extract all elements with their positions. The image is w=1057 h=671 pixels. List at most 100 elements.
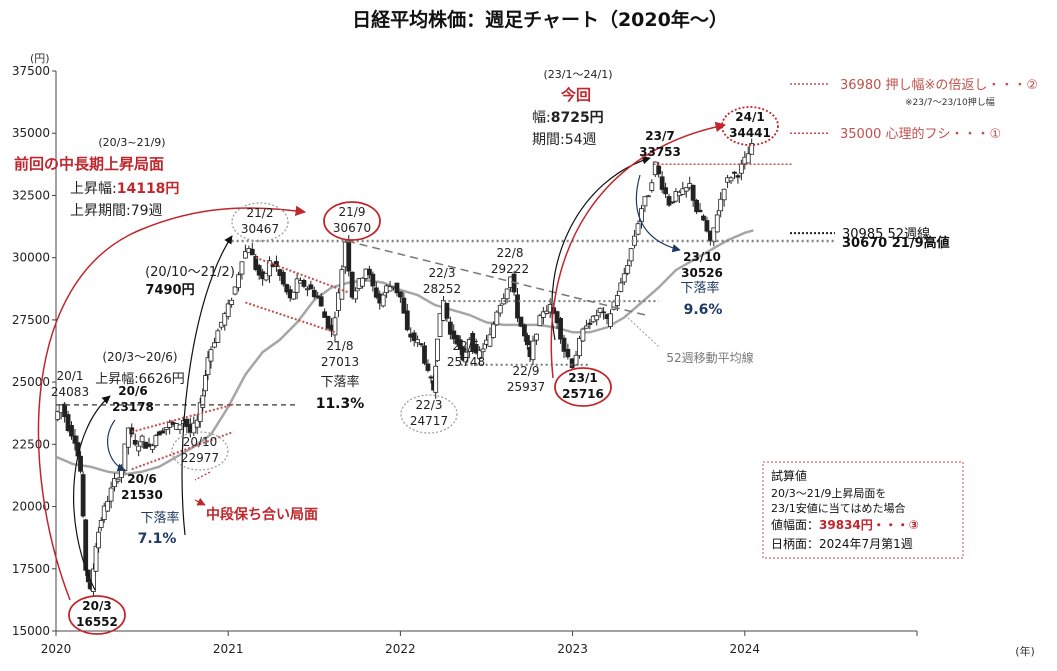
candle-body [451,330,457,340]
prev-phase-title: 前回の中長期上昇局面 [14,155,164,173]
candle-body [490,323,496,338]
candle-body [367,268,372,276]
candle-body [425,363,431,371]
candle-body [714,214,720,233]
x-tick-label: 2023 [557,642,588,656]
candle-body [504,288,510,300]
estimate-box: 試算値 20/3～21/9上昇局面を 23/1安値に当てはめた場合 値幅面：39… [762,461,964,559]
point-label-value: 16552 [76,615,118,629]
estimate-box-frame [762,461,964,559]
candle-body [683,187,689,192]
point-label-date: 21/2 [247,206,274,220]
candle-body [577,338,582,357]
candle-body [280,271,286,285]
point-label-date: 21/9 [339,205,366,219]
candle-body [580,328,586,342]
candle-body [721,188,727,201]
point-label-value: 29222 [491,262,529,276]
candle-body [55,411,61,420]
candle-body [635,223,641,235]
a2-range-label: (20/3～20/6) [102,350,177,364]
candle-body [136,445,142,452]
point-label-date: 20/1 [57,369,84,383]
candle-body [284,284,290,293]
x-tick-label: 2024 [730,642,761,656]
candle-body [515,294,520,319]
candle-body [656,165,662,175]
candle-body [618,282,624,292]
y-tick-label: 25000 [12,375,50,389]
candle-body [160,430,166,434]
point-label-value: 30526 [681,266,723,280]
candle-body [649,182,655,191]
candle-body [80,474,86,517]
candle-body [540,311,546,318]
candle-body [628,248,634,262]
candle-body [332,317,338,336]
candle-body [229,299,235,305]
candle-body [115,478,121,482]
candle-body [150,445,155,450]
candle-body [236,274,241,289]
point-label-date: 20/6 [127,472,156,486]
candle-body [554,311,560,324]
prev-rise-label: 上昇幅: [70,181,117,197]
point-label-date: 22/3 [429,266,456,280]
consolidation-upper [131,403,234,433]
estimate-line3: 値幅面：39834円・・・③ [771,517,919,532]
candle-body [597,307,603,313]
channel-upper [255,256,350,294]
candle-body [346,239,352,272]
candle-body [565,348,571,358]
a2-value: 上昇幅:6626円 [95,372,184,387]
prev-rise-text: 上昇幅:14118円 [70,181,179,197]
candle-body [318,296,324,307]
candle-body [428,376,434,379]
point-label-circle [231,202,289,242]
arrow-rise-20-10 [181,235,233,536]
candle-body [437,313,443,338]
x-tick-label: 2020 [41,642,72,656]
candle-body [518,316,524,327]
drop3-value: 9.6% [684,302,723,318]
candle-body [680,188,686,195]
candle-body [521,324,527,337]
candle-body [256,265,262,276]
candle-body [253,256,259,270]
candle-body [239,261,245,275]
candle-body [447,321,453,335]
point-label-value: 24717 [410,414,448,428]
candle-body [690,184,696,201]
candle-body [701,215,706,221]
point-label-date: 22/9 [513,364,540,378]
candle-body [608,313,613,327]
candle-body [728,177,734,182]
arrow-rise-23-1 [551,156,651,341]
point-label-value: 21530 [121,488,163,502]
candle-body [621,273,627,283]
cur-period: 期間:54週 [532,132,597,148]
candle-body [397,291,403,298]
candle-body [101,505,107,520]
candle-body [663,187,668,195]
drop3-label: 下落率 [680,280,719,296]
y-tick-label: 35000 [12,126,50,140]
candle-body [308,284,314,290]
point-label-value: 30467 [241,222,279,236]
point-label-circle [171,431,229,471]
candle-body [601,311,606,314]
candle-body [625,265,631,274]
point-label-value: 25748 [447,355,485,369]
estimate-line2: 23/1安値に当てはめた場合 [771,501,905,515]
candle-body [487,334,493,347]
point-label-date: 23/7 [645,129,674,143]
chart-title: 日経平均株価：週足チャート（2020年～） [352,8,728,31]
candle-body [311,289,317,298]
x-axis-unit: (年) [1015,644,1035,658]
candle-body [745,153,751,164]
point-label-value: 27013 [321,355,359,369]
candle-body [62,403,68,418]
candle-body [202,375,208,392]
candle-body [670,201,675,204]
candle-body [497,304,503,314]
